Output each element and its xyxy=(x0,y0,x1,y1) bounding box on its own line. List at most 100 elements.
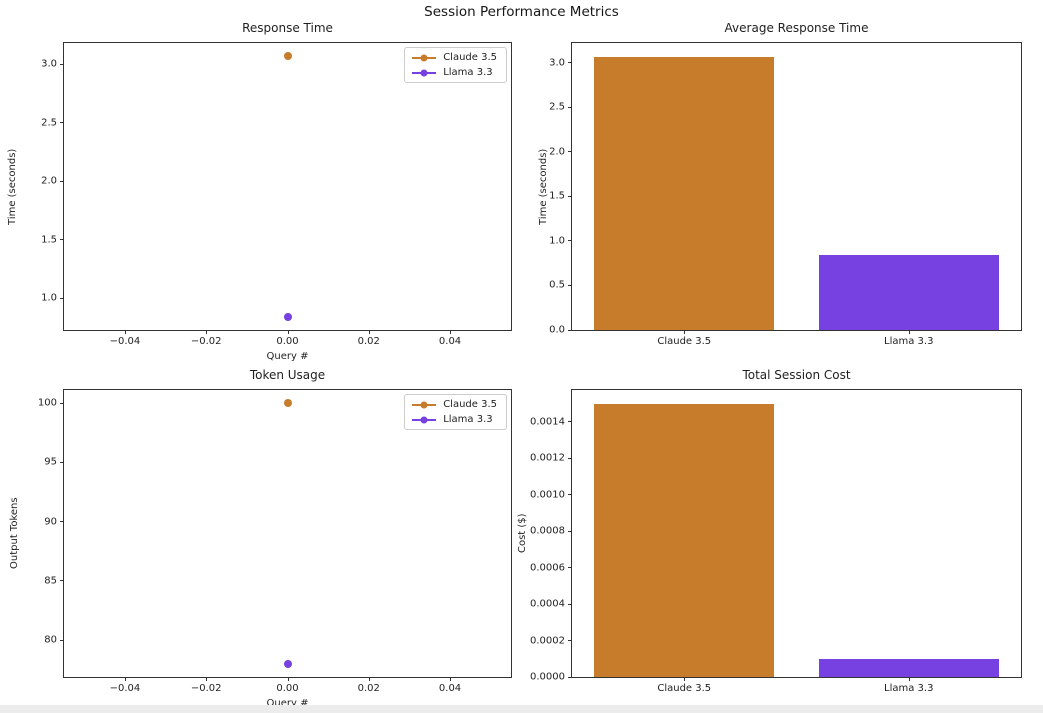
bar-llama-3-3 xyxy=(818,255,999,330)
x-tick-mark xyxy=(368,677,370,681)
plot-area: 0.0000 0.0002 0.0004 0.0006 0.0008 0.0010 0.00… xyxy=(530,389,1022,694)
x-tick-label: 0.00 xyxy=(276,336,299,347)
x-tick-label: 0.02 xyxy=(357,683,380,694)
data-point-claude-3-5 xyxy=(283,399,292,408)
x-tick-mark xyxy=(124,330,126,334)
y-tick-mark xyxy=(568,240,572,242)
y-tick-label: 0.0008 xyxy=(530,525,565,537)
y-tick-label: 100 xyxy=(37,397,57,409)
y-tick-label: 0.0012 xyxy=(530,452,565,464)
y-tick-mark xyxy=(568,640,572,642)
bar-claude-3-5 xyxy=(594,56,775,330)
y-tick-mark xyxy=(60,639,64,641)
x-tick-mark xyxy=(908,330,910,334)
x-tick-mark xyxy=(450,677,452,681)
window-bottom-strip xyxy=(0,705,1043,713)
legend-entry: Llama 3.3 xyxy=(412,414,497,425)
subplot-title: Response Time xyxy=(242,21,333,35)
subplot-token-usage: Token Usage Output Tokens 80 85 90 95 100 −0.… xyxy=(9,368,512,709)
y-tick-label: 2.0 xyxy=(41,175,57,187)
legend-line-marker-icon xyxy=(412,416,437,423)
legend-marker-dot-icon xyxy=(420,401,428,408)
x-tick-mark xyxy=(450,330,452,334)
subplot-title: Token Usage xyxy=(249,368,326,382)
y-axis-label: Output Tokens xyxy=(9,497,20,570)
y-tick-label: 0.0000 xyxy=(530,671,565,683)
x-tick-mark xyxy=(287,677,289,681)
y-tick-mark xyxy=(568,530,572,532)
y-tick-mark xyxy=(568,195,572,197)
y-tick-mark xyxy=(60,239,64,241)
plot-area: 1.0 1.5 2.0 2.5 3.0 −0.04 −0.02 0.00 0.02 0.04 Cla… xyxy=(41,42,512,347)
y-tick-label: 2.5 xyxy=(41,117,57,129)
y-tick-mark xyxy=(568,284,572,286)
legend-marker-dot-icon xyxy=(420,69,428,76)
y-tick-mark xyxy=(60,461,64,463)
y-tick-mark xyxy=(60,180,64,182)
legend-label: Claude 3.5 xyxy=(443,52,497,63)
y-tick-mark xyxy=(60,63,64,65)
legend-entry: Llama 3.3 xyxy=(412,67,497,78)
y-axis-label: Time (seconds) xyxy=(7,148,18,225)
y-tick-mark xyxy=(60,580,64,582)
data-point-llama-3-3 xyxy=(283,659,292,668)
category-label: Llama 3.3 xyxy=(884,683,934,694)
x-tick-mark xyxy=(287,330,289,334)
figure-title: Session Performance Metrics xyxy=(424,4,619,20)
y-tick-label: 3.0 xyxy=(549,57,565,69)
subplot-total-session-cost: Total Session Cost Cost ($) 0.0000 0.0002… xyxy=(517,368,1022,694)
x-tick-mark xyxy=(908,677,910,681)
legend-marker-dot-icon xyxy=(420,54,428,61)
legend: Claude 3.5 Llama 3.3 xyxy=(404,47,507,83)
y-tick-mark xyxy=(568,62,572,64)
y-tick-mark xyxy=(60,521,64,523)
legend-entry: Claude 3.5 xyxy=(412,399,497,410)
bar-llama-3-3 xyxy=(818,658,999,677)
subplot-title: Average Response Time xyxy=(724,21,869,35)
y-tick-label: 1.5 xyxy=(549,190,565,202)
y-tick-mark xyxy=(60,122,64,124)
y-tick-mark xyxy=(568,329,572,331)
subplot-title: Total Session Cost xyxy=(742,368,851,382)
legend-line-marker-icon xyxy=(412,69,437,76)
y-tick-mark xyxy=(568,676,572,678)
y-tick-label: 1.5 xyxy=(41,234,57,246)
x-tick-mark xyxy=(206,330,208,334)
plot-area: 0.0 0.5 1.0 1.5 2.0 2.5 3.0 Claude 3.5 Llama 3.3 xyxy=(549,42,1022,347)
data-point-claude-3-5 xyxy=(283,52,292,61)
legend-label: Llama 3.3 xyxy=(443,67,493,78)
x-tick-mark xyxy=(124,677,126,681)
y-tick-label: 80 xyxy=(44,634,57,646)
x-tick-mark xyxy=(684,330,686,334)
legend-label: Llama 3.3 xyxy=(443,414,493,425)
y-tick-label: 0.0010 xyxy=(530,489,565,501)
y-tick-mark xyxy=(568,567,572,569)
y-tick-label: 90 xyxy=(44,516,57,528)
x-tick-mark xyxy=(206,677,208,681)
x-tick-label: −0.02 xyxy=(190,683,222,694)
y-tick-label: 1.0 xyxy=(549,235,565,247)
x-tick-label: 0.04 xyxy=(438,683,462,694)
x-axis-label: Query # xyxy=(266,351,309,362)
x-tick-label: −0.04 xyxy=(109,683,141,694)
x-tick-label: 0.04 xyxy=(438,336,462,347)
y-tick-label: 85 xyxy=(44,575,57,587)
y-axis-label: Time (seconds) xyxy=(538,148,549,225)
y-tick-label: 95 xyxy=(44,456,57,468)
y-tick-label: 0.0014 xyxy=(530,416,565,428)
x-tick-label: 0.02 xyxy=(357,336,380,347)
x-tick-mark xyxy=(368,330,370,334)
x-tick-label: −0.04 xyxy=(109,336,141,347)
y-tick-mark xyxy=(568,421,572,423)
plot-area: 80 85 90 95 100 −0.04 −0.02 0.00 0.02 0.04 Claude … xyxy=(38,389,512,694)
y-axis-label: Cost ($) xyxy=(517,513,528,554)
x-tick-mark xyxy=(684,677,686,681)
category-label: Claude 3.5 xyxy=(657,336,712,347)
y-tick-mark xyxy=(568,603,572,605)
bar-claude-3-5 xyxy=(594,403,775,677)
legend-marker-dot-icon xyxy=(420,416,428,423)
legend: Claude 3.5 Llama 3.3 xyxy=(404,394,507,430)
x-axis-label: Query # xyxy=(266,698,309,709)
y-tick-label: 1.0 xyxy=(41,292,57,304)
